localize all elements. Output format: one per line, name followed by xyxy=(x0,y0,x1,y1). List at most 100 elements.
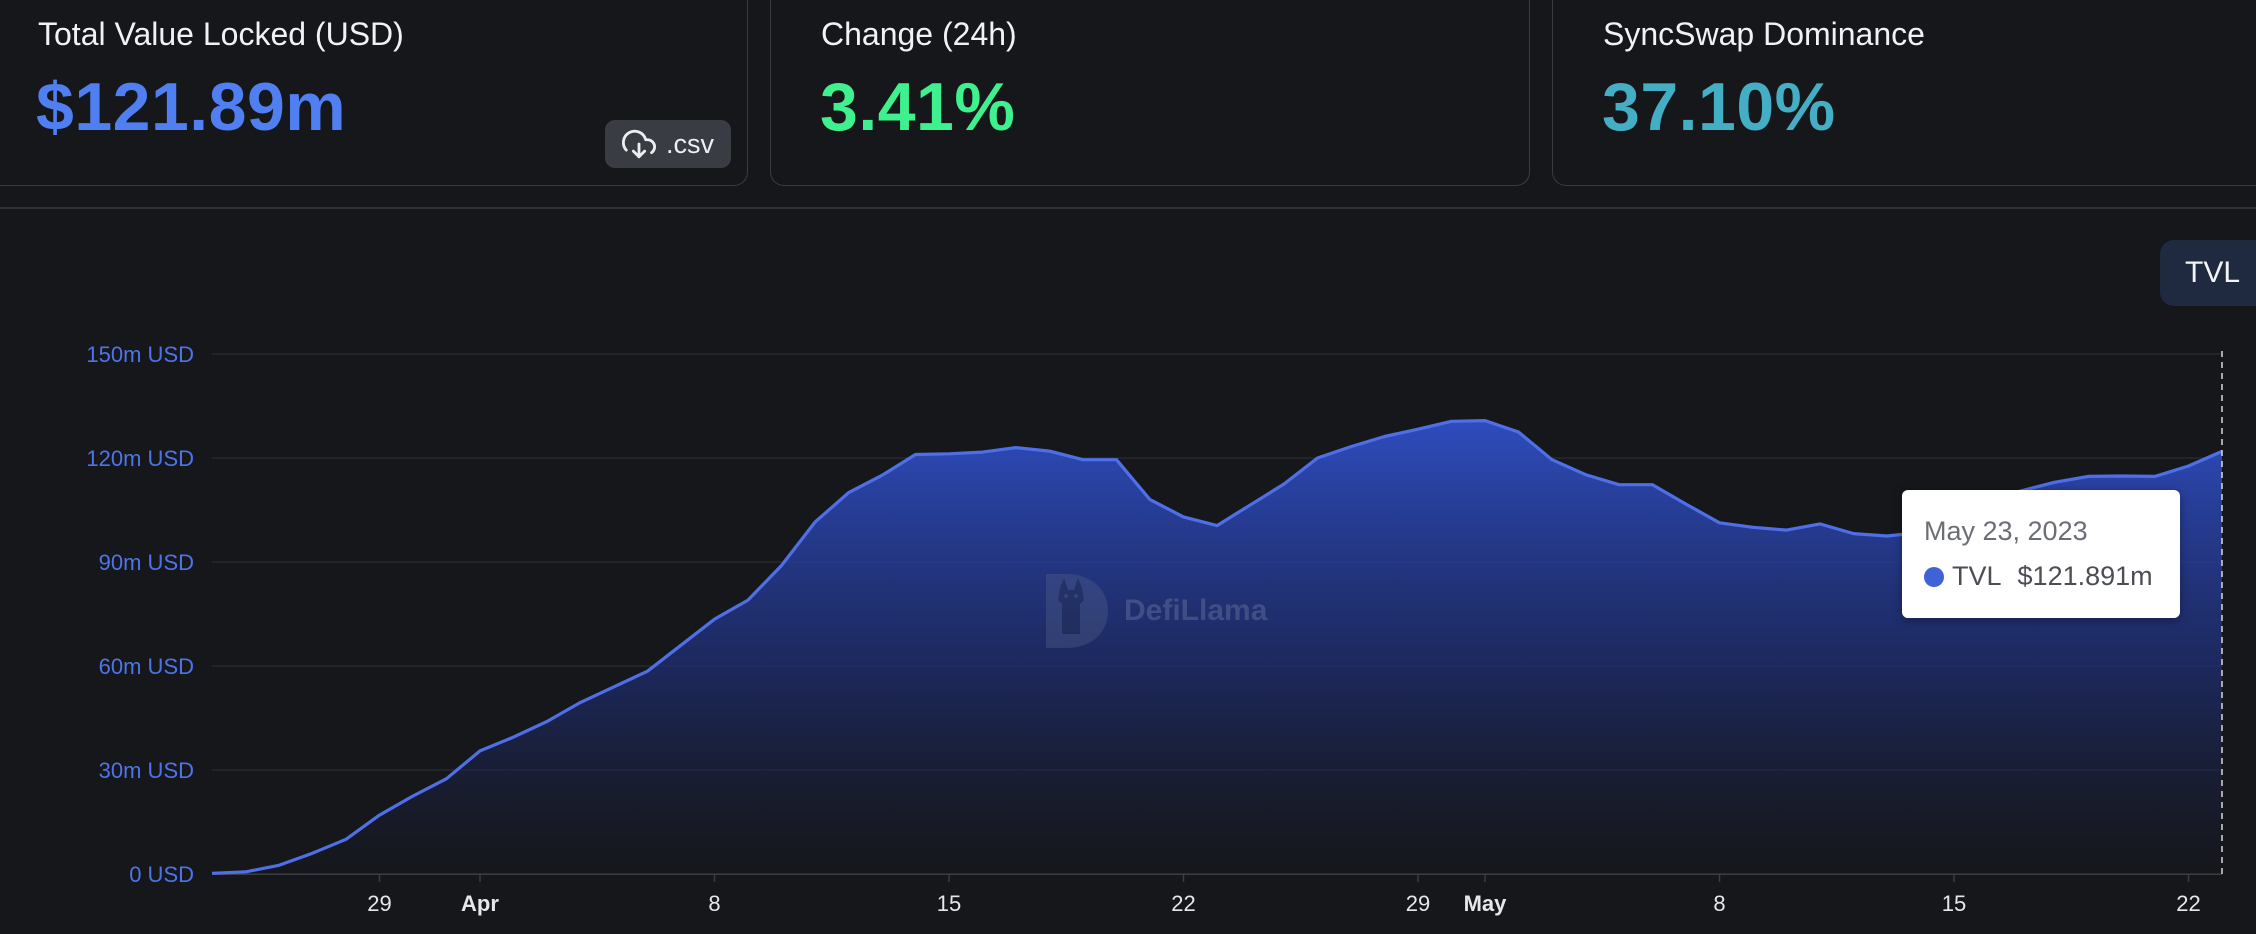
tvl-data-point xyxy=(579,700,583,704)
change-card: Change (24h) 3.41% xyxy=(770,0,1530,186)
tvl-data-point xyxy=(981,450,985,454)
tvl-data-point xyxy=(378,813,382,817)
x-tick-label: 15 xyxy=(1942,891,1966,916)
tvl-data-point xyxy=(1316,456,1320,460)
y-tick-label: 60m USD xyxy=(99,654,194,679)
tvl-data-point xyxy=(1115,458,1119,462)
tvl-data-point xyxy=(1450,419,1454,423)
x-tick-label: 29 xyxy=(367,891,391,916)
tvl-data-point xyxy=(1651,483,1655,487)
tooltip-series-dot xyxy=(1924,566,1944,587)
tvl-data-point xyxy=(244,870,248,874)
change-value: 3.41% xyxy=(820,69,1016,145)
stats-row: Total Value Locked (USD) $121.89m .csv C… xyxy=(0,0,2256,208)
tvl-data-point xyxy=(210,871,214,875)
tvl-data-point xyxy=(1282,482,1286,486)
tooltip-row: TVL $121.891m xyxy=(1924,561,2180,592)
tvl-data-point xyxy=(344,837,348,841)
tvl-data-point xyxy=(1852,532,1856,536)
tvl-value: $121.89m xyxy=(36,69,347,145)
tvl-data-point xyxy=(1014,446,1018,450)
tvl-data-point xyxy=(746,598,750,602)
tvl-data-point xyxy=(947,452,951,456)
tvl-data-point xyxy=(813,520,817,524)
x-tick-label: May xyxy=(1464,891,1508,916)
tvl-data-point xyxy=(1215,524,1219,528)
tvl-data-point xyxy=(780,563,784,567)
tvl-data-point xyxy=(1718,521,1722,525)
tvl-data-point xyxy=(1684,502,1688,506)
csv-button-label: .csv xyxy=(665,128,714,159)
y-tick-label: 30m USD xyxy=(99,758,194,783)
tvl-data-point xyxy=(713,617,717,621)
tvl-data-point xyxy=(1182,515,1186,519)
tvl-data-point xyxy=(311,851,315,855)
tvl-data-point xyxy=(1483,419,1487,423)
tvl-data-point xyxy=(1517,430,1521,434)
x-tick-label: 22 xyxy=(2176,891,2200,916)
tvl-data-point xyxy=(1617,483,1621,487)
cloud-download-icon xyxy=(621,129,656,159)
x-tick-label: 8 xyxy=(1713,891,1725,916)
tvl-data-point xyxy=(1550,458,1554,462)
tvl-data-point xyxy=(2187,464,2191,468)
tooltip-date: May 23, 2023 xyxy=(1924,516,2088,546)
tvl-data-point xyxy=(1048,449,1052,453)
tvl-data-point xyxy=(1818,522,1822,526)
tvl-data-point xyxy=(679,643,683,647)
tvl-data-point xyxy=(277,863,281,867)
dominance-label: SyncSwap Dominance xyxy=(1603,16,1925,52)
watermark-label: DefiLlama xyxy=(1124,594,1268,627)
tvl-data-point xyxy=(545,719,549,723)
llama-logo xyxy=(1046,574,1108,648)
tvl-data-point xyxy=(1416,427,1420,431)
tvl-data-point xyxy=(1081,458,1085,462)
tvl-data-point xyxy=(1584,473,1588,477)
tvl-data-point xyxy=(1249,503,1253,507)
tvl-data-point xyxy=(1885,534,1889,538)
tvl-card: Total Value Locked (USD) $121.89m .csv xyxy=(0,0,748,186)
y-tick-label: 0 USD xyxy=(129,862,194,887)
tvl-data-point xyxy=(411,794,415,798)
defillama-watermark: DefiLlama xyxy=(1038,570,1267,652)
tvl-data-point xyxy=(612,685,616,689)
y-tick-label: 120m USD xyxy=(86,446,194,471)
tvl-data-point xyxy=(646,669,650,673)
x-tick-label: 29 xyxy=(1406,891,1430,916)
x-tick-label: Apr xyxy=(461,891,499,916)
axis-layer: 0 USD 30m USD 60m USD 90m USD 120m USD 150m U… xyxy=(86,342,2223,916)
x-tick-label: 22 xyxy=(1171,891,1195,916)
tvl-label: Total Value Locked (USD) xyxy=(38,16,404,52)
x-tick-label: 8 xyxy=(708,891,720,916)
tvl-data-point xyxy=(1383,435,1387,439)
tvl-data-point xyxy=(1785,528,1789,532)
tvl-data-point xyxy=(2120,474,2124,478)
tvl-data-point xyxy=(1349,445,1353,449)
tvl-data-point xyxy=(2153,474,2157,478)
download-csv-button[interactable]: .csv xyxy=(605,120,731,168)
tooltip-series-name: TVL xyxy=(1952,561,2002,591)
x-tick-label: 15 xyxy=(937,891,961,916)
tvl-data-point xyxy=(512,735,516,739)
tvl-data-point xyxy=(2086,474,2090,478)
tvl-data-point xyxy=(1148,498,1152,502)
chart-tooltip: May 23, 2023 TVL $121.891m xyxy=(1902,490,2180,618)
y-tick-label: 90m USD xyxy=(99,550,194,575)
tvl-area-fill xyxy=(212,420,2222,874)
tvl-area-chart: 0 USD 30m USD 60m USD 90m USD 120m USD 150m U… xyxy=(86,342,2223,916)
tvl-data-point xyxy=(478,749,482,753)
dominance-card: SyncSwap Dominance 37.10% xyxy=(1552,0,2256,186)
tooltip-series-value: $121.891m xyxy=(2017,561,2153,591)
tvl-data-point xyxy=(847,491,851,495)
section-divider xyxy=(0,207,2256,209)
change-label: Change (24h) xyxy=(821,16,1017,52)
tvl-data-point xyxy=(1751,525,1755,529)
tvl-data-point xyxy=(2053,480,2057,484)
tvl-data-point xyxy=(445,777,449,781)
y-tick-label: 150m USD xyxy=(86,342,194,367)
dominance-value: 37.10% xyxy=(1602,69,1836,145)
tvl-data-point xyxy=(914,453,918,457)
tvl-toggle-button[interactable]: TVL xyxy=(2160,240,2256,306)
area-layer xyxy=(210,419,2223,875)
tvl-series-line xyxy=(211,419,2223,875)
